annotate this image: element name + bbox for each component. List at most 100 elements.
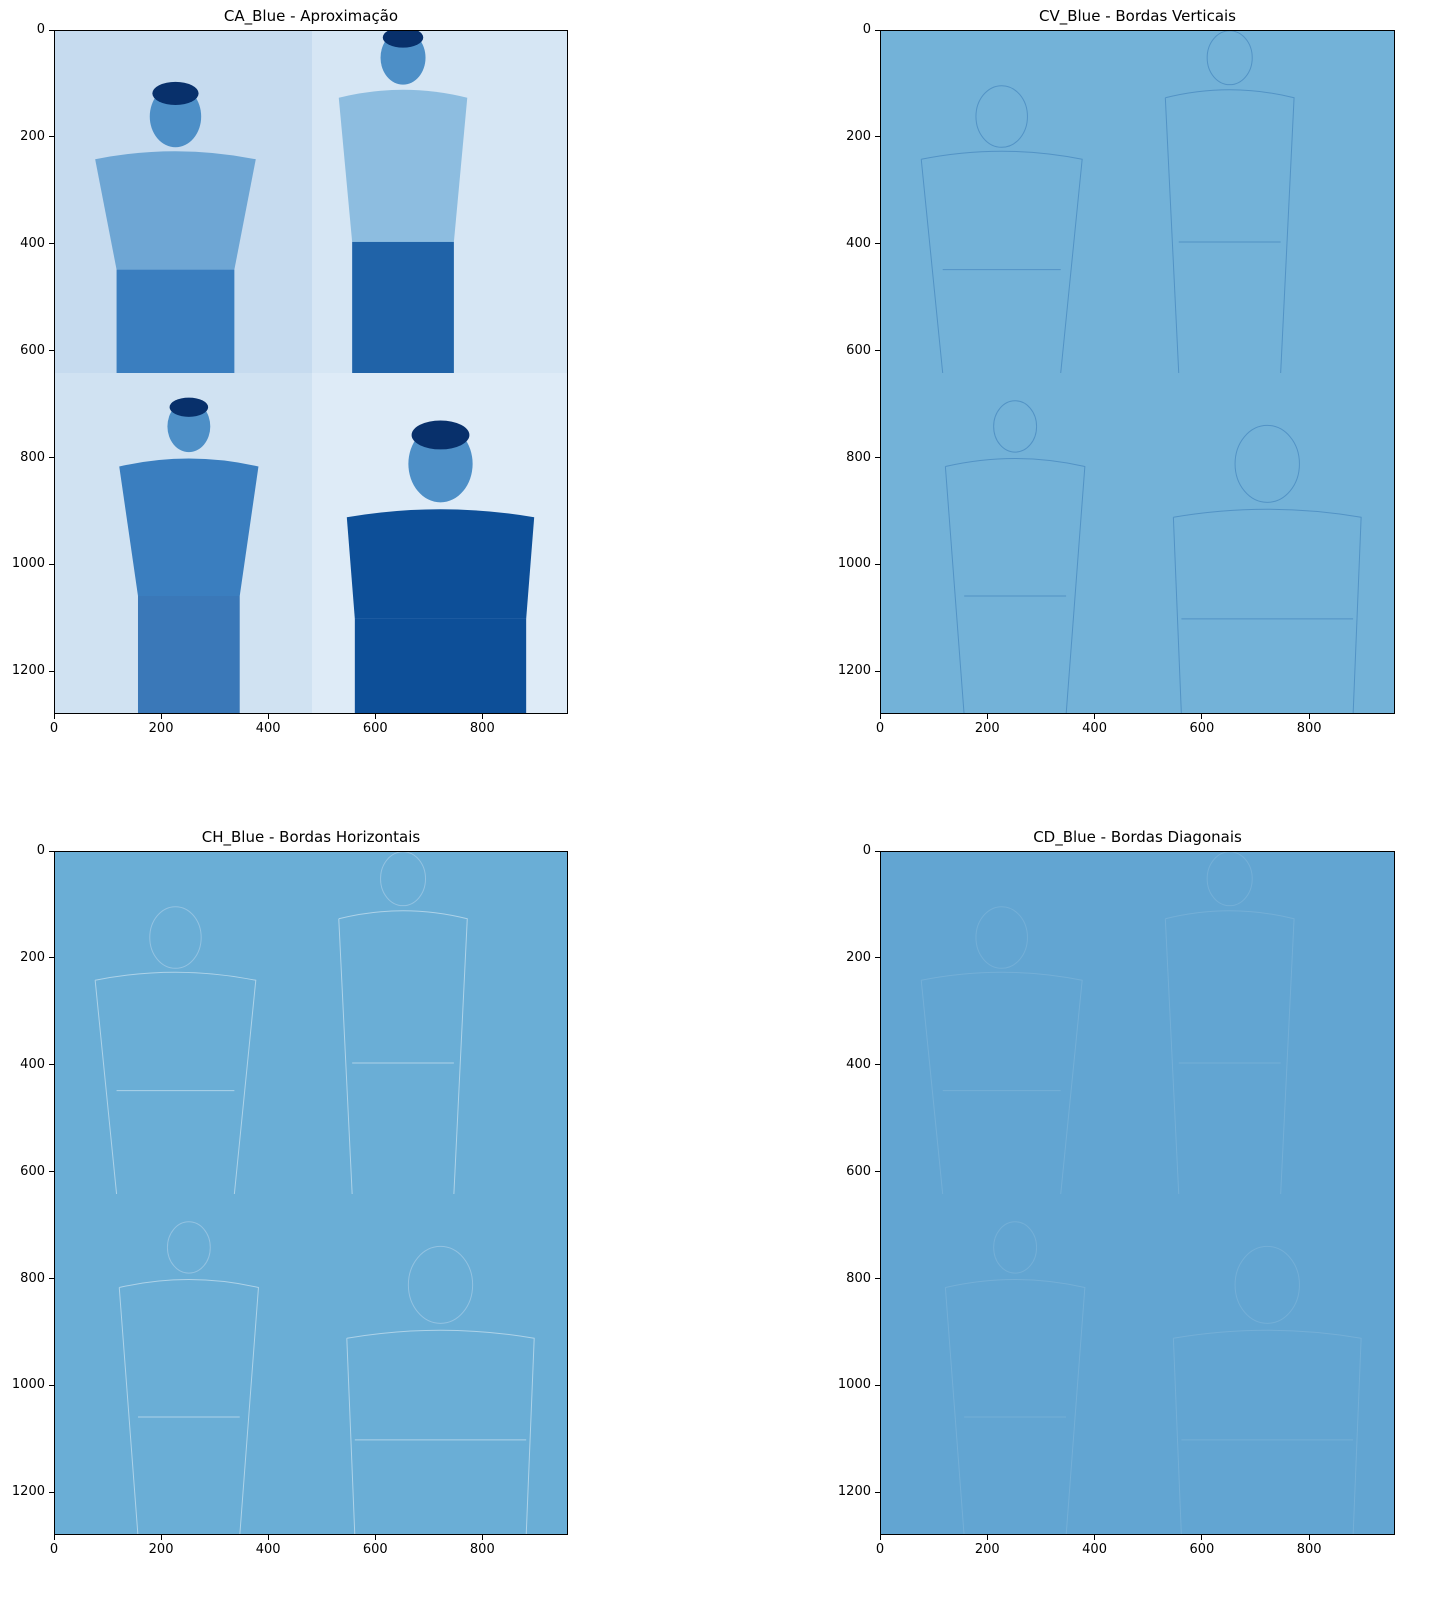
y-tick-mark (49, 1491, 54, 1493)
y-tick-mark (875, 1278, 880, 1279)
x-tick-label: 600 (1189, 721, 1215, 736)
x-tick-mark (481, 1535, 483, 1540)
x-tick-mark (1094, 714, 1096, 719)
y-tick-label: 800 (846, 1270, 871, 1286)
y-tick-mark (875, 563, 880, 565)
subplot-title: CD_Blue - Bordas Diagonais (1033, 828, 1242, 846)
y-tick-mark (49, 670, 54, 672)
y-tick-mark (49, 29, 54, 31)
x-tick-label: 200 (148, 1542, 174, 1557)
y-tick-label: 1200 (11, 663, 45, 679)
image-content (920, 31, 1362, 713)
y-tick-label: 600 (846, 342, 871, 358)
x-tick-mark (481, 714, 483, 719)
x-tick-label: 200 (974, 721, 1000, 736)
x-tick-label: 0 (49, 1542, 59, 1557)
x-tick-label: 800 (469, 1542, 495, 1557)
x-tick-label: 600 (362, 1542, 388, 1557)
y-tick-label: 0 (862, 843, 871, 858)
y-tick-mark (49, 1278, 54, 1279)
y-tick-mark (49, 1384, 54, 1386)
y-tick-mark (875, 29, 880, 31)
x-tick-mark (160, 1535, 162, 1540)
x-tick-mark (53, 1535, 55, 1540)
image-raster (920, 852, 1362, 1534)
x-tick-label: 800 (469, 721, 495, 736)
subplot-title: CH_Blue - Bordas Horizontais (201, 828, 421, 846)
x-tick-label: 800 (1296, 721, 1322, 736)
x-tick-label: 400 (1082, 1542, 1107, 1557)
image-content (920, 852, 1362, 1534)
y-tick-mark (875, 243, 880, 245)
image-raster (55, 31, 567, 713)
y-tick-label: 600 (20, 1163, 45, 1179)
x-tick-mark (160, 714, 162, 719)
y-tick-mark (875, 457, 880, 458)
y-tick-mark (49, 1064, 54, 1066)
subplot-title: CV_Blue - Bordas Verticais (1038, 7, 1237, 25)
y-tick-mark (875, 670, 880, 672)
x-tick-mark (1308, 714, 1310, 719)
y-tick-mark (49, 350, 54, 352)
y-tick-mark (49, 1171, 54, 1173)
x-tick-label: 0 (875, 1542, 885, 1557)
y-tick-mark (49, 243, 54, 245)
x-tick-mark (374, 714, 376, 719)
y-tick-label: 0 (36, 22, 45, 37)
y-tick-mark (49, 136, 54, 138)
y-tick-label: 1000 (11, 556, 45, 572)
x-tick-mark (1201, 1535, 1203, 1540)
y-tick-label: 400 (846, 1056, 871, 1072)
y-tick-mark (875, 1171, 880, 1173)
y-tick-label: 800 (20, 1270, 45, 1286)
y-tick-mark (49, 457, 54, 458)
y-tick-mark (875, 850, 880, 852)
x-tick-mark (879, 1535, 881, 1540)
x-tick-mark (879, 714, 881, 719)
x-tick-label: 800 (1296, 1542, 1322, 1557)
y-tick-label: 200 (20, 128, 45, 144)
x-tick-mark (374, 1535, 376, 1540)
x-tick-label: 600 (1189, 1542, 1215, 1557)
y-tick-label: 1200 (11, 1484, 45, 1500)
y-tick-label: 0 (862, 22, 871, 37)
image-axes (54, 30, 568, 714)
image-raster (94, 852, 535, 1534)
x-tick-label: 0 (49, 721, 59, 736)
y-tick-label: 200 (846, 949, 871, 965)
x-tick-label: 400 (1082, 721, 1107, 736)
y-tick-label: 800 (846, 449, 871, 465)
y-tick-mark (875, 1384, 880, 1386)
y-tick-label: 400 (846, 235, 871, 251)
x-tick-mark (1094, 1535, 1096, 1540)
y-tick-label: 0 (36, 843, 45, 858)
y-tick-label: 600 (20, 342, 45, 358)
x-tick-mark (986, 1535, 988, 1540)
y-tick-label: 1200 (837, 1484, 871, 1500)
y-tick-label: 200 (846, 128, 871, 144)
image-raster (920, 31, 1362, 713)
subplot-title: CA_Blue - Aproximação (223, 7, 399, 25)
x-tick-mark (1201, 714, 1203, 719)
y-tick-mark (49, 957, 54, 959)
image-axes (880, 851, 1395, 1535)
y-tick-mark (875, 350, 880, 352)
image-axes (880, 30, 1395, 714)
y-tick-label: 1000 (11, 1377, 45, 1393)
x-tick-mark (986, 714, 988, 719)
y-tick-label: 600 (846, 1163, 871, 1179)
x-tick-label: 200 (148, 721, 174, 736)
y-tick-mark (875, 957, 880, 959)
image-content (55, 31, 567, 713)
x-tick-label: 600 (362, 721, 388, 736)
y-tick-label: 1000 (837, 1377, 871, 1393)
x-tick-label: 0 (875, 721, 885, 736)
y-tick-mark (49, 850, 54, 852)
y-tick-label: 400 (20, 235, 45, 251)
image-axes (54, 851, 568, 1535)
y-tick-mark (875, 1491, 880, 1493)
y-tick-mark (875, 1064, 880, 1066)
y-tick-label: 400 (20, 1056, 45, 1072)
y-tick-label: 800 (20, 449, 45, 465)
y-tick-label: 1200 (837, 663, 871, 679)
